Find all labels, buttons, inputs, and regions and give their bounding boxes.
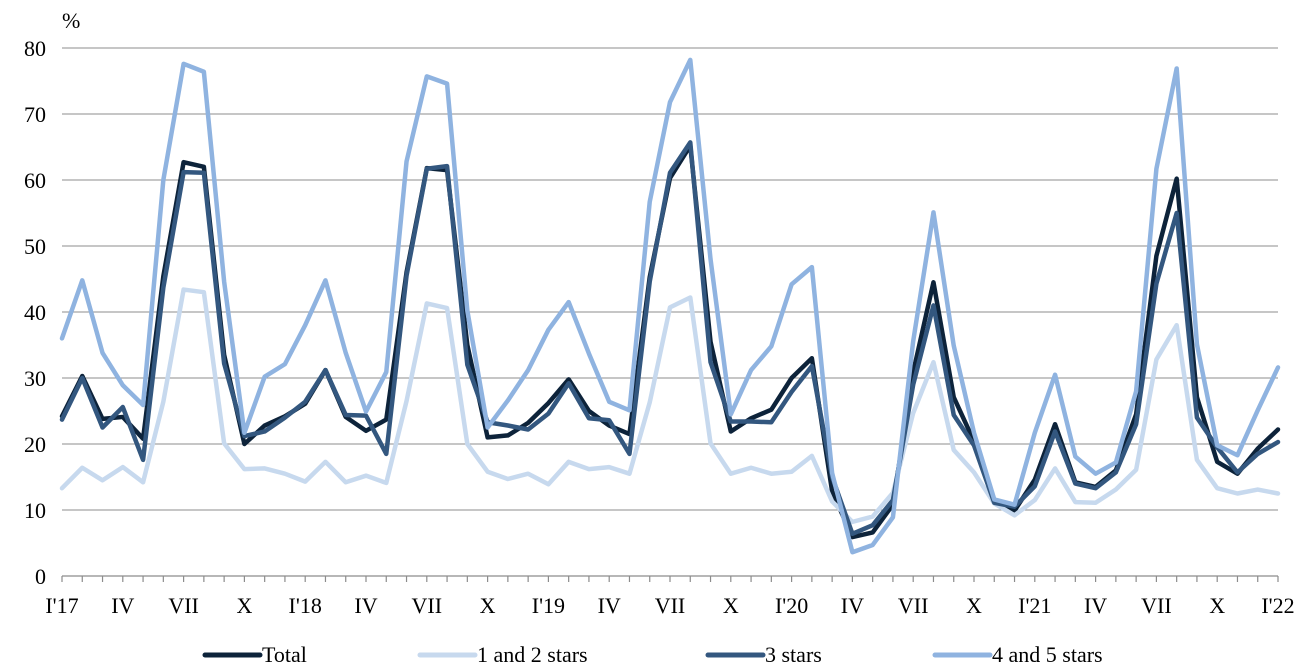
y-tick-label: 80 bbox=[24, 36, 46, 61]
series-line-3-stars bbox=[59, 140, 1281, 537]
x-tick-label: VII bbox=[655, 593, 686, 618]
x-tick-label: VII bbox=[168, 593, 199, 618]
series-line-1-and-2-stars bbox=[59, 287, 1281, 525]
x-tick-label: I'22 bbox=[1261, 593, 1294, 618]
y-tick-label: 0 bbox=[35, 564, 46, 589]
x-tick-label: X bbox=[480, 593, 496, 618]
x-tick-label: X bbox=[966, 593, 982, 618]
legend-label: 1 and 2 stars bbox=[477, 642, 588, 665]
y-tick-label: 70 bbox=[24, 102, 46, 127]
x-tick-label: I'18 bbox=[289, 593, 322, 618]
y-tick-label: 50 bbox=[24, 234, 46, 259]
y-tick-label: 30 bbox=[24, 366, 46, 391]
x-tick-label: VII bbox=[898, 593, 929, 618]
y-tick-label: 10 bbox=[24, 498, 46, 523]
legend-label: Total bbox=[262, 642, 307, 665]
x-axis: I'17 IV VII X I'18 IV VII X I'19 IV VII X I'20 IV VII X… bbox=[45, 575, 1295, 618]
x-tick-label: IV bbox=[354, 593, 377, 618]
x-tick-label: I'20 bbox=[775, 593, 808, 618]
x-tick-label: I'21 bbox=[1018, 593, 1051, 618]
y-tick-label: 20 bbox=[24, 432, 46, 457]
legend: Total 1 and 2 stars 3 stars 4 and 5 stars bbox=[202, 642, 1103, 665]
legend-label: 3 stars bbox=[765, 642, 822, 665]
series-lines bbox=[59, 57, 1281, 555]
x-tick-label: IV bbox=[841, 593, 864, 618]
series-line-total bbox=[59, 143, 1281, 540]
x-tick-label: IV bbox=[111, 593, 134, 618]
x-tick-label: X bbox=[236, 593, 252, 618]
x-tick-label: VII bbox=[412, 593, 443, 618]
x-tick-label: X bbox=[723, 593, 739, 618]
x-tick-label: I'19 bbox=[532, 593, 565, 618]
x-tick-label: X bbox=[1209, 593, 1225, 618]
x-tick-label: IV bbox=[598, 593, 621, 618]
x-tick-label: IV bbox=[1084, 593, 1107, 618]
y-axis-ticks: 0 10 20 30 40 50 60 70 80 bbox=[24, 36, 46, 589]
x-tick-label: VII bbox=[1141, 593, 1172, 618]
y-tick-label: 40 bbox=[24, 300, 46, 325]
series-line-4-and-5-stars bbox=[59, 57, 1281, 555]
x-tick-label: I'17 bbox=[45, 593, 78, 618]
y-unit-label: % bbox=[62, 8, 80, 33]
legend-label: 4 and 5 stars bbox=[992, 642, 1103, 665]
y-tick-label: 60 bbox=[24, 168, 46, 193]
